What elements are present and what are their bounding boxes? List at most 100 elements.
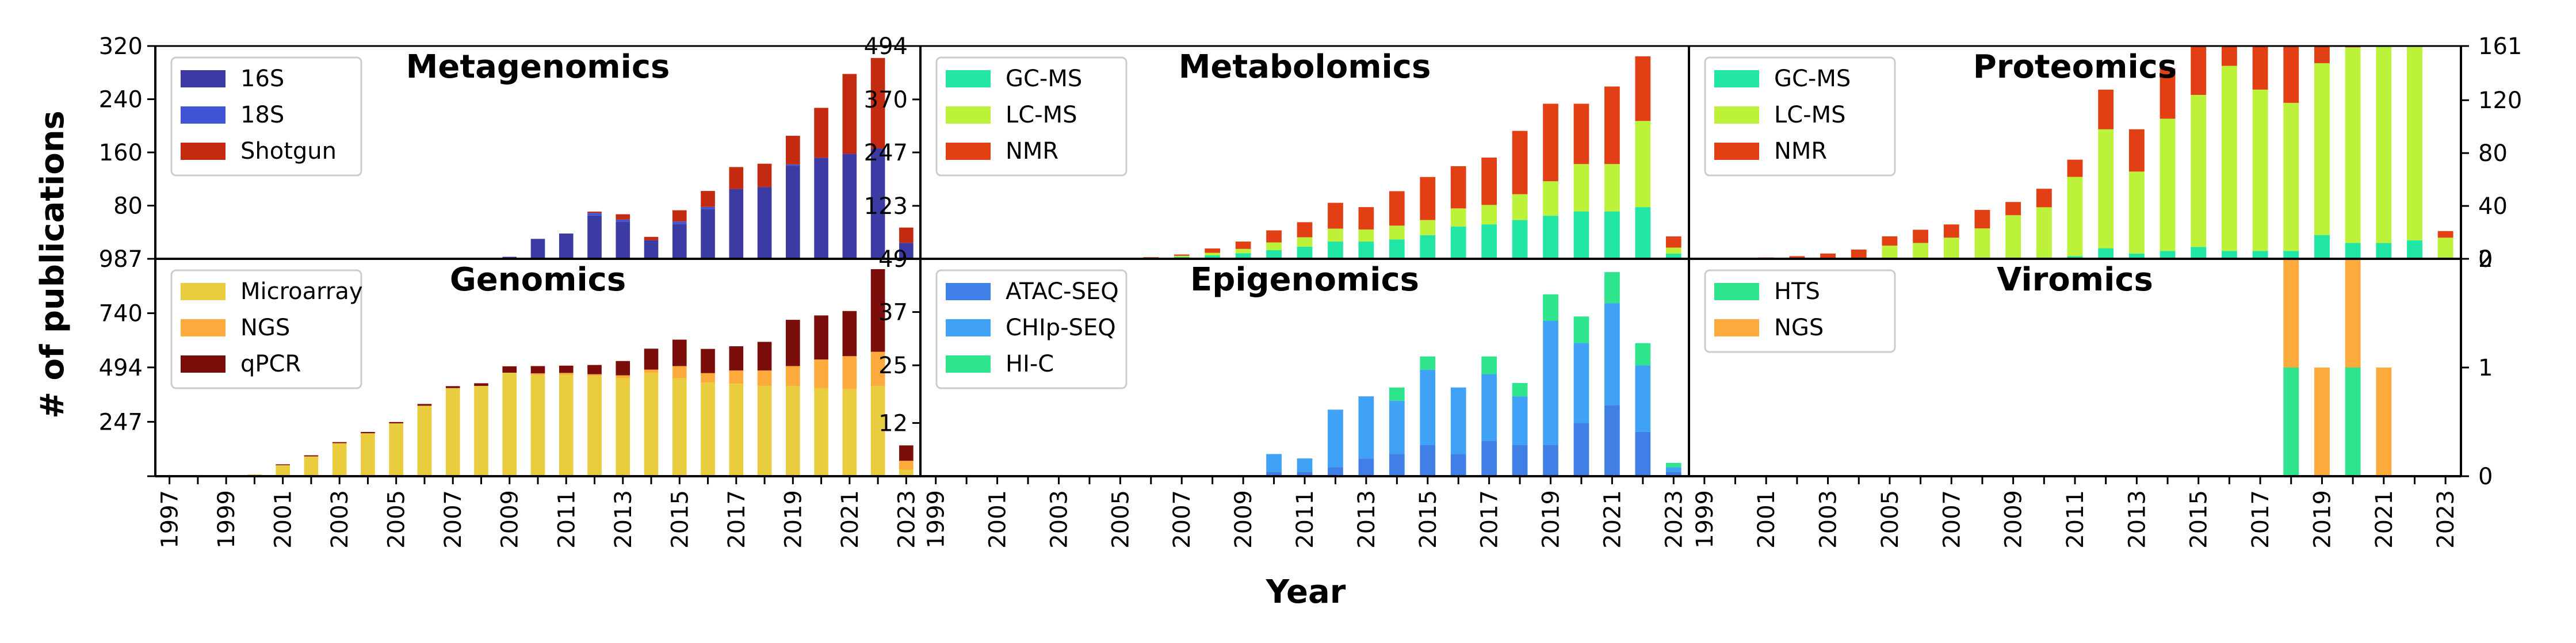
bar-nmr-2014 bbox=[2160, 68, 2176, 119]
bar-microarray-2008 bbox=[474, 385, 488, 476]
bar-lc-ms-2007 bbox=[1943, 238, 1959, 259]
y-tick-label: 161 bbox=[2478, 33, 2522, 60]
panel-title: Epigenomics bbox=[1190, 261, 1419, 298]
bar-nmr-2012 bbox=[2098, 89, 2114, 129]
series-gc-ms bbox=[1974, 235, 2453, 259]
bar-chip-seq-2019 bbox=[1543, 321, 1558, 445]
bar-qpcr-2010 bbox=[530, 366, 545, 374]
panel-title: Proteomics bbox=[1973, 48, 2177, 86]
legend-swatch-nmr bbox=[1714, 143, 1759, 160]
bar-microarray-2015 bbox=[672, 378, 687, 476]
bar-nmr-2011 bbox=[2067, 159, 2083, 177]
x-tick-label: 2007 bbox=[1169, 490, 1195, 549]
bar-nmr-2015 bbox=[2191, 46, 2207, 95]
bar-qpcr-2013 bbox=[616, 361, 630, 376]
bar-gc-ms-2020 bbox=[1573, 211, 1589, 259]
bar-ngs-2019 bbox=[2314, 368, 2330, 476]
bar-16s-2012 bbox=[587, 215, 602, 259]
legend-swatch-gc-ms bbox=[946, 70, 991, 87]
legend: Microarray NGS qPCR bbox=[170, 269, 363, 389]
bar-gc-ms-2009 bbox=[1235, 253, 1251, 259]
bar-nmr-2007 bbox=[1943, 224, 1959, 238]
legend-label-microarray: Microarray bbox=[240, 278, 363, 305]
bar-hi-c-2020 bbox=[1573, 316, 1589, 343]
bar-microarray-2007 bbox=[445, 388, 460, 476]
bar-lc-ms-2022 bbox=[1635, 121, 1651, 208]
bar-18s-2015 bbox=[672, 221, 687, 224]
bar-qpcr-2020 bbox=[814, 315, 828, 360]
legend-swatch-ngs bbox=[1714, 319, 1759, 336]
bar-lc-ms-2007 bbox=[1174, 255, 1190, 258]
x-axis-ticks: 1999 2001 2003 2005 2007 2009 2011 2013 2015 2017… bbox=[923, 476, 1687, 549]
y-axis-ticks: 0 40 80 120 161 bbox=[2461, 33, 2522, 273]
bar-nmr-2009 bbox=[2005, 202, 2021, 216]
y-axis-ticks: 80 160 240 320 bbox=[99, 33, 155, 260]
bar-microarray-2014 bbox=[644, 373, 659, 476]
bar-shotgun-2021 bbox=[842, 74, 857, 154]
bar-lc-ms-2011 bbox=[2067, 177, 2083, 257]
bar-ngs-2015 bbox=[672, 366, 687, 378]
bar-qpcr-2003 bbox=[332, 442, 347, 443]
y-tick-label: 120 bbox=[2478, 87, 2522, 114]
bar-microarray-2010 bbox=[530, 374, 545, 476]
bar-nmr-2004 bbox=[1851, 249, 1867, 259]
bar-hi-c-2019 bbox=[1543, 294, 1558, 321]
bar-lc-ms-2016 bbox=[2221, 66, 2237, 251]
bar-qpcr-2008 bbox=[474, 383, 488, 386]
bar-lc-ms-2008 bbox=[1974, 228, 1990, 258]
bar-gc-ms-2012 bbox=[2098, 248, 2114, 259]
bar-shotgun-2018 bbox=[757, 163, 772, 187]
bar-16s-2016 bbox=[701, 209, 715, 259]
bar-atac-seq-2021 bbox=[1604, 405, 1620, 476]
panel-title: Metagenomics bbox=[406, 48, 670, 86]
x-axis-title: Year bbox=[1266, 573, 1346, 611]
bar-ngs-2018 bbox=[757, 370, 772, 386]
y-tick-label: 25 bbox=[878, 353, 908, 379]
bar-microarray-2022 bbox=[870, 385, 885, 476]
bar-lc-ms-2019 bbox=[2314, 63, 2330, 235]
bar-qpcr-2023 bbox=[899, 445, 914, 461]
bar-lc-ms-2017 bbox=[1481, 205, 1497, 225]
series-ngs bbox=[530, 351, 914, 470]
bar-gc-ms-2019 bbox=[1543, 216, 1558, 259]
bar-chip-seq-2011 bbox=[1297, 458, 1313, 472]
bar-lc-ms-2023 bbox=[2437, 238, 2453, 258]
x-tick-label: 2019 bbox=[1538, 490, 1565, 549]
bar-hts-2020 bbox=[2345, 368, 2361, 476]
bar-gc-ms-2023 bbox=[1665, 254, 1681, 259]
bar-shotgun-2023 bbox=[899, 227, 914, 243]
panel-title: Genomics bbox=[450, 261, 626, 298]
x-tick-label: 1999 bbox=[923, 490, 950, 549]
bar-qpcr-2007 bbox=[445, 386, 460, 388]
bar-shotgun-2017 bbox=[729, 167, 744, 189]
legend-label-atac-seq: ATAC-SEQ bbox=[1006, 278, 1119, 305]
bar-16s-2022 bbox=[870, 148, 885, 259]
bar-chip-seq-2017 bbox=[1481, 374, 1497, 441]
bar-16s-2017 bbox=[729, 189, 744, 259]
bar-lc-ms-2018 bbox=[1512, 194, 1528, 220]
panel-proteomics: Proteomics GC-MS LC-MS NMR 0 40 80 120 161 bbox=[1704, 33, 2522, 273]
bar-nmr-2018 bbox=[2283, 46, 2299, 103]
y-tick-label: 740 bbox=[99, 301, 143, 327]
bar-lc-ms-2010 bbox=[1266, 242, 1282, 251]
x-tick-label: 1999 bbox=[1692, 490, 1718, 549]
bar-lc-ms-2015 bbox=[2191, 95, 2207, 247]
bar-microarray-2017 bbox=[729, 384, 744, 476]
bar-qpcr-2006 bbox=[417, 404, 432, 406]
x-tick-label: 2005 bbox=[1877, 490, 1904, 549]
legend-swatch-gc-ms bbox=[1714, 70, 1759, 87]
bar-16s-2023 bbox=[899, 243, 914, 259]
bar-lc-ms-2008 bbox=[1205, 252, 1221, 256]
bar-18s-2019 bbox=[786, 164, 800, 166]
bar-atac-seq-2015 bbox=[1420, 445, 1436, 476]
bar-nmr-2010 bbox=[2036, 189, 2052, 208]
panel-title: Metabolomics bbox=[1179, 48, 1431, 86]
bar-nmr-2019 bbox=[2314, 46, 2330, 63]
bar-lc-ms-2020 bbox=[1573, 164, 1589, 212]
bar-atac-seq-2016 bbox=[1450, 454, 1466, 476]
bar-gc-ms-2008 bbox=[1205, 255, 1221, 259]
bar-microarray-2020 bbox=[814, 388, 828, 476]
legend-label-gc-ms: GC-MS bbox=[1006, 66, 1082, 92]
